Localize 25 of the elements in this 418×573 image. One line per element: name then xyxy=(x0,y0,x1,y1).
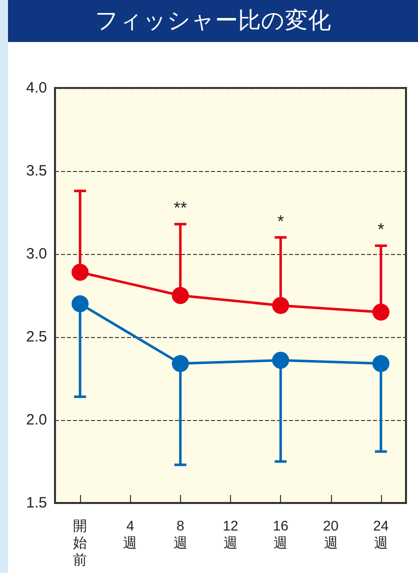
y-tick-label: 3.5 xyxy=(26,162,47,180)
point xyxy=(172,355,189,372)
x-tick-label: 8週 xyxy=(173,518,188,550)
x-tick-label: 20週 xyxy=(322,518,339,550)
x-tick-label: 12週 xyxy=(222,518,238,550)
point xyxy=(172,287,189,304)
x-tick-label: 開始前 xyxy=(73,518,88,568)
annotation: * xyxy=(277,212,284,231)
point xyxy=(72,295,89,312)
chart-title: フィッシャー比の変化 xyxy=(8,0,418,42)
y-tick-label: 4.0 xyxy=(26,80,47,96)
point xyxy=(272,352,290,369)
annotation: ** xyxy=(174,198,188,218)
point xyxy=(72,264,89,281)
y-tick-label: 1.5 xyxy=(26,494,47,512)
point xyxy=(272,296,290,314)
y-tick-label: 3.0 xyxy=(26,246,47,262)
annotation: * xyxy=(378,220,385,240)
y-tick-label: 2.0 xyxy=(26,412,47,428)
y-tick-label: 2.5 xyxy=(26,328,47,346)
x-tick-label: 16週 xyxy=(272,518,289,550)
x-tick-label: 4週 xyxy=(123,518,138,550)
point xyxy=(372,355,390,372)
x-tick-label: 24週 xyxy=(373,518,389,550)
point xyxy=(372,304,390,321)
